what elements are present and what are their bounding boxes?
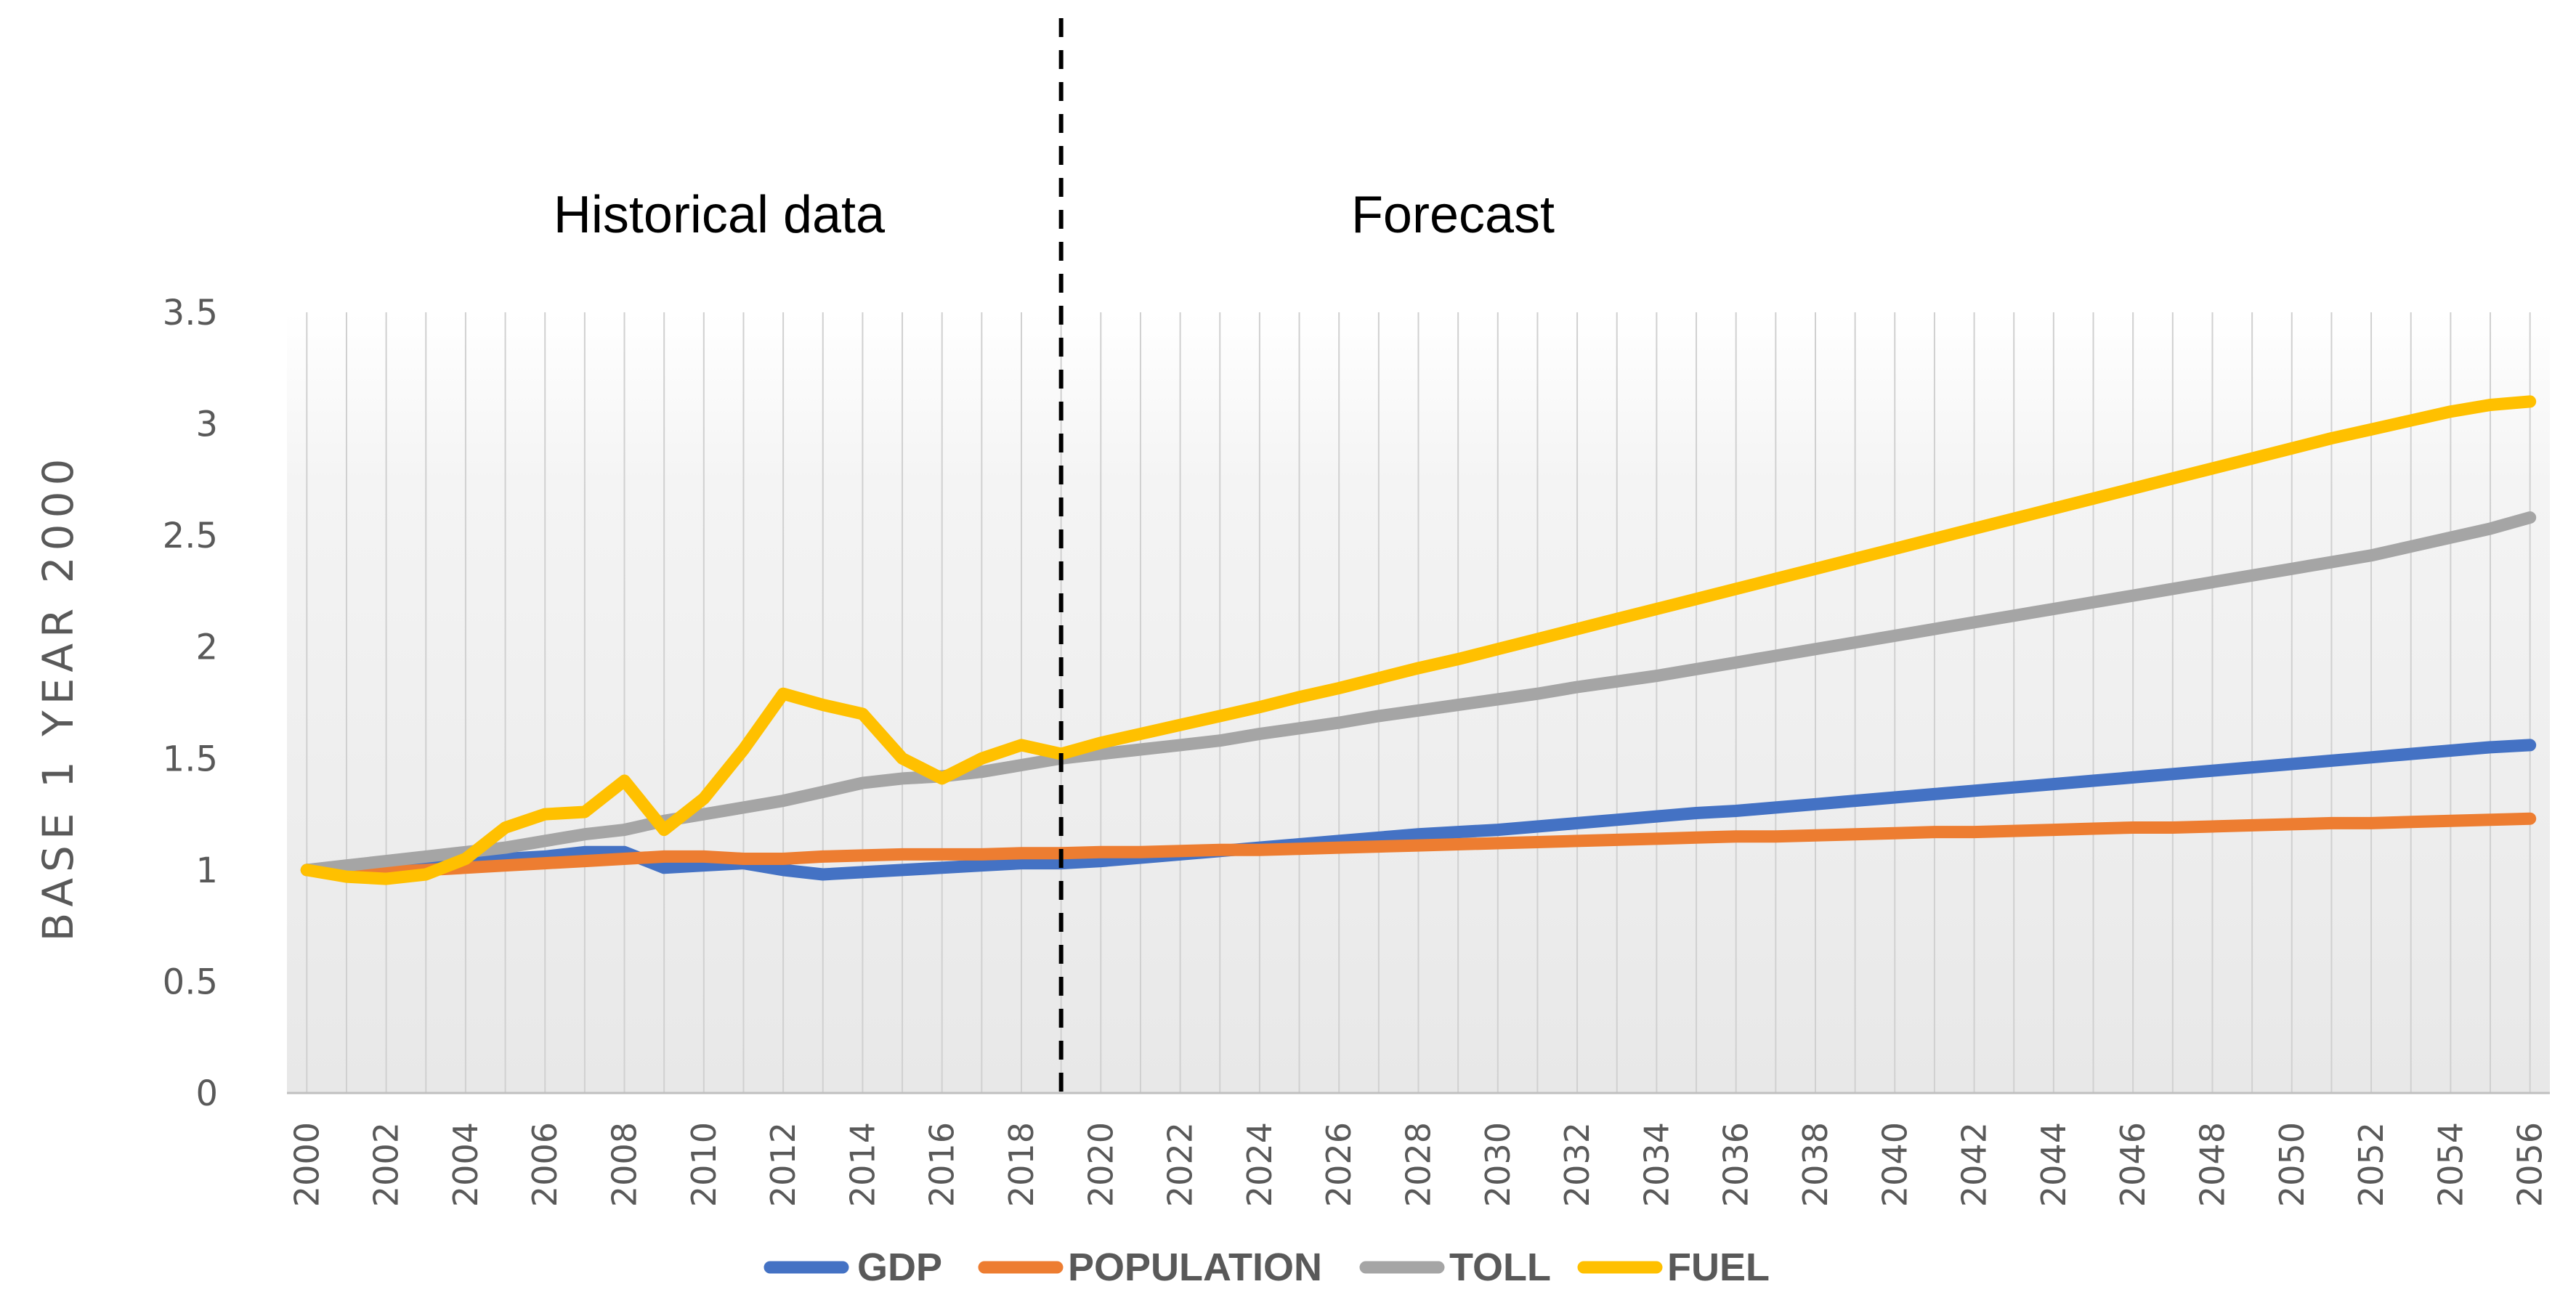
x-tick-label: 2018 bbox=[1002, 1122, 1041, 1207]
y-tick-label: 3.5 bbox=[163, 293, 218, 333]
x-tick-label: 2012 bbox=[764, 1122, 803, 1207]
x-tick-label: 2044 bbox=[2034, 1122, 2073, 1207]
x-tick-label: 2006 bbox=[525, 1122, 564, 1207]
x-tick-label: 2026 bbox=[1319, 1122, 1358, 1207]
y-axis-ticks: 0 0.5 1 1.5 2 2.5 3 3.5 bbox=[163, 293, 218, 1114]
x-tick-label: 2022 bbox=[1161, 1122, 1200, 1207]
y-tick-label: 3 bbox=[195, 405, 218, 445]
y-tick-label: 1 bbox=[195, 850, 218, 891]
x-tick-label: 2048 bbox=[2192, 1122, 2232, 1207]
legend-label-gdp: GDP bbox=[857, 1246, 942, 1289]
x-tick-label: 2038 bbox=[1796, 1122, 1835, 1207]
x-tick-label: 2010 bbox=[684, 1122, 724, 1207]
x-tick-label: 2034 bbox=[1637, 1122, 1676, 1207]
x-tick-label: 2000 bbox=[287, 1122, 326, 1207]
x-tick-label: 2028 bbox=[1399, 1122, 1438, 1207]
legend-label-population: POPULATION bbox=[1068, 1246, 1322, 1289]
y-tick-label: 2.5 bbox=[163, 516, 218, 556]
x-tick-label: 2040 bbox=[1875, 1122, 1914, 1207]
series-lines bbox=[300, 395, 2537, 885]
x-tick-label: 2020 bbox=[1081, 1122, 1120, 1207]
x-tick-label: 2054 bbox=[2431, 1122, 2470, 1207]
x-tick-label: 2008 bbox=[605, 1122, 644, 1207]
series-line-population bbox=[300, 812, 2537, 879]
x-tick-label: 2014 bbox=[843, 1122, 882, 1207]
x-axis-ticks: 2000 2002 2004 2006 2008 2010 2012 2014 2016 2018… bbox=[287, 1122, 2549, 1207]
legend-label-fuel: FUEL bbox=[1667, 1246, 1770, 1289]
series-line-gdp bbox=[300, 739, 2537, 881]
series-line-fuel bbox=[300, 395, 2537, 885]
y-axis-label: BASE 1 YEAR 2000 bbox=[33, 453, 83, 942]
legend: GDP POPULATION TOLL FUEL bbox=[764, 1246, 1770, 1289]
x-tick-label: 2042 bbox=[1955, 1122, 1994, 1207]
y-tick-label: 0.5 bbox=[163, 962, 218, 1002]
x-tick-label: 2004 bbox=[446, 1122, 485, 1207]
x-tick-label: 2016 bbox=[923, 1122, 962, 1207]
x-tick-label: 2002 bbox=[367, 1122, 406, 1207]
forecast-annotation: Forecast bbox=[1351, 186, 1555, 244]
x-tick-label: 2036 bbox=[1717, 1122, 1756, 1207]
x-tick-label: 2030 bbox=[1478, 1122, 1518, 1207]
x-tick-label: 2052 bbox=[2352, 1122, 2391, 1207]
y-tick-label: 2 bbox=[195, 627, 218, 668]
x-tick-label: 2024 bbox=[1240, 1122, 1279, 1207]
historical-data-annotation: Historical data bbox=[554, 186, 886, 244]
x-tick-label: 2050 bbox=[2272, 1122, 2312, 1207]
legend-label-toll: TOLL bbox=[1449, 1246, 1551, 1289]
y-tick-label: 1.5 bbox=[163, 739, 218, 779]
x-tick-label: 2056 bbox=[2511, 1122, 2550, 1207]
x-tick-label: 2032 bbox=[1558, 1122, 1597, 1207]
x-tick-label: 2046 bbox=[2113, 1122, 2152, 1207]
y-tick-label: 0 bbox=[195, 1073, 218, 1114]
